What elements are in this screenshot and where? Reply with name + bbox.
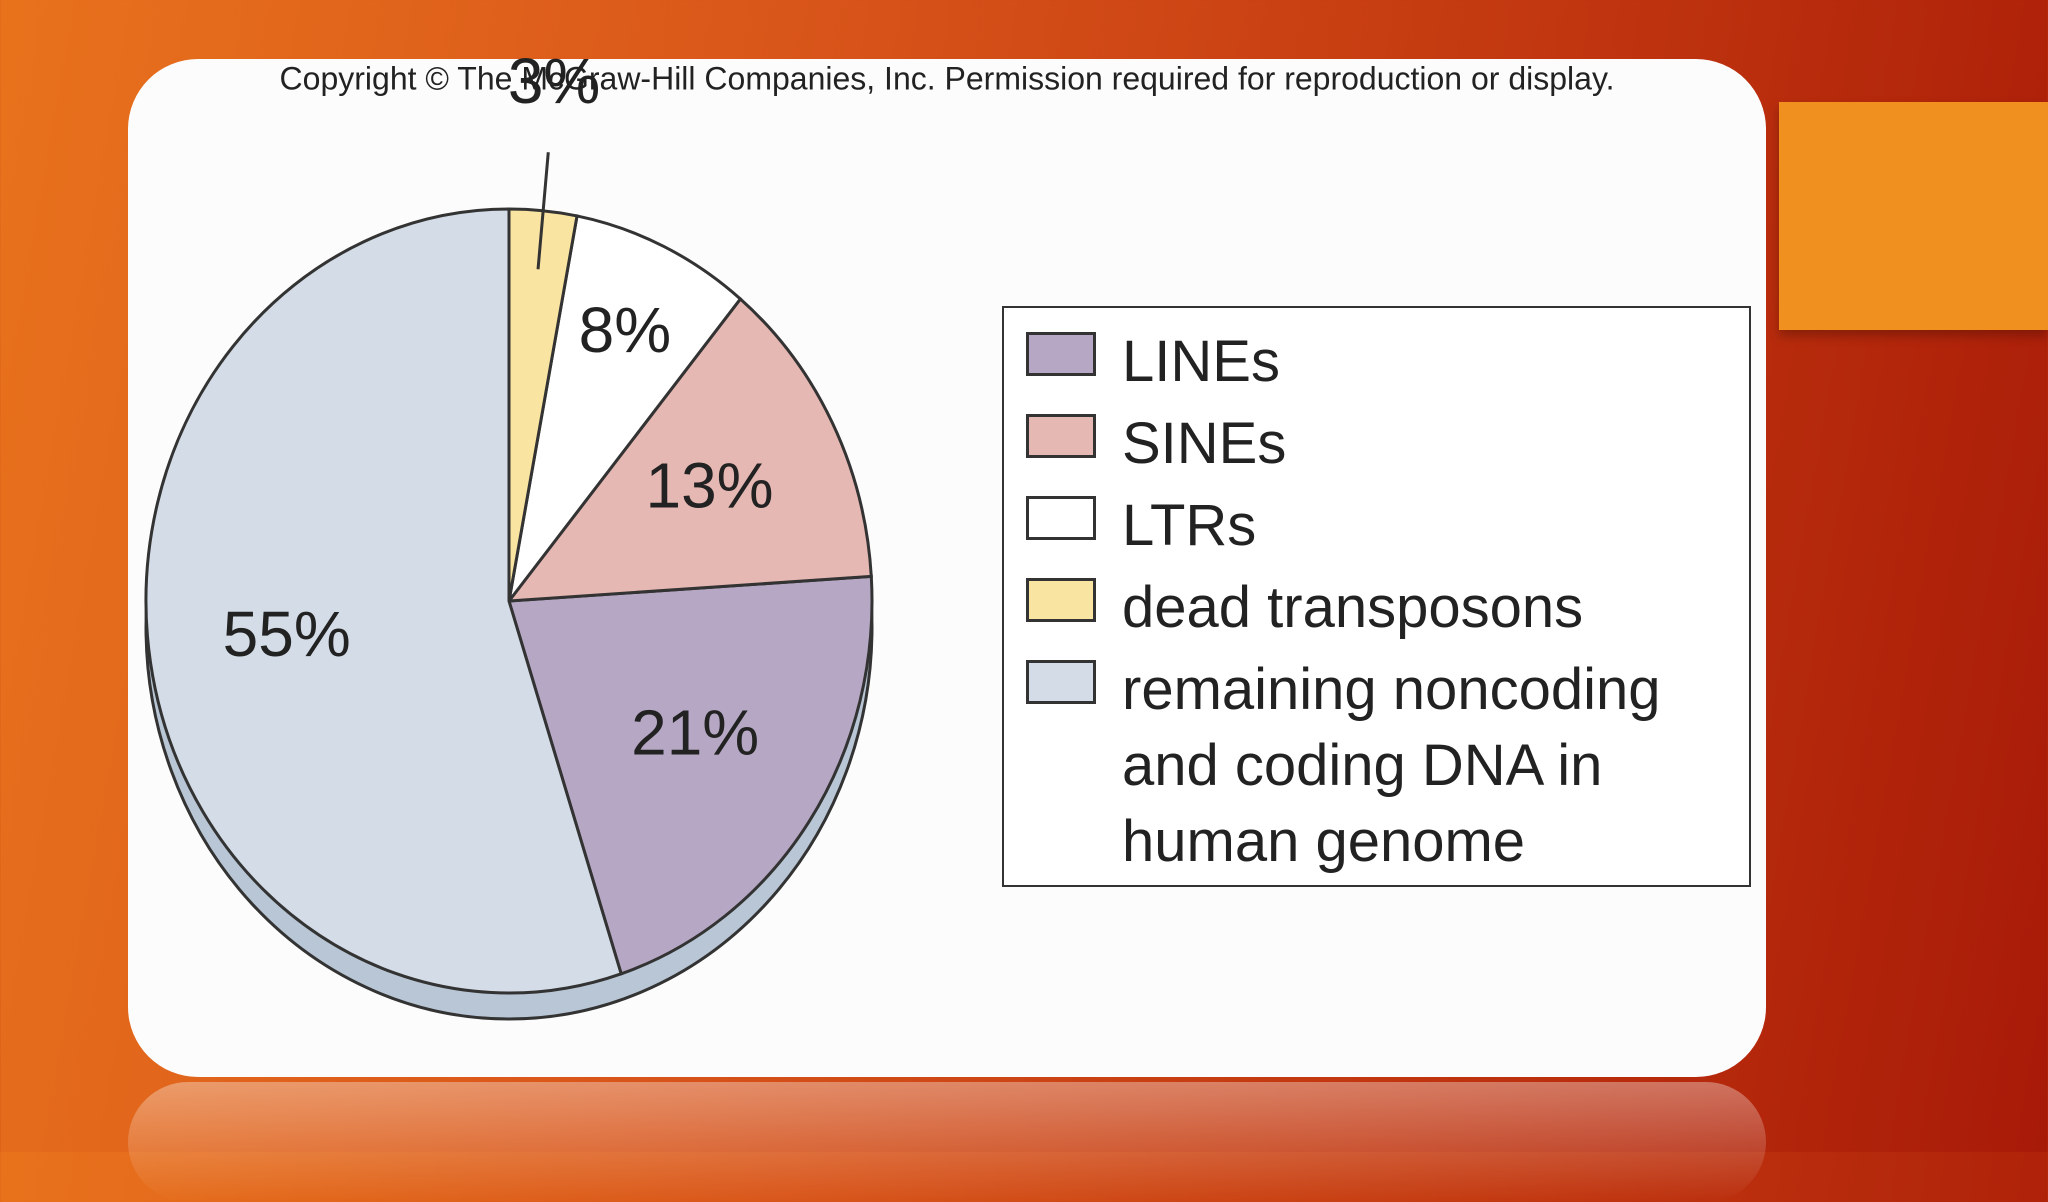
- leader-line: [536, 152, 550, 270]
- legend-item: LINEs: [1026, 324, 1749, 400]
- data-label: 55%: [223, 598, 351, 670]
- legend-swatch: [1026, 332, 1096, 376]
- accent-box: [1779, 102, 2048, 330]
- copyright: Copyright © The McGraw-Hill Companies, I…: [280, 60, 1615, 96]
- legend-label: dead transposons: [1122, 575, 1584, 640]
- legend-item: LTRs: [1026, 488, 1749, 564]
- data-label: 21%: [631, 697, 759, 769]
- legend-label: LINEs: [1122, 329, 1280, 394]
- legend-item: dead transposons: [1026, 570, 1749, 646]
- pie-slice: [507, 214, 743, 602]
- legend-item: remaining noncoding and coding DNA in hu…: [1026, 652, 1749, 880]
- legend-label: SINEs: [1122, 411, 1287, 476]
- legend-label: LTRs: [1122, 493, 1257, 558]
- legend-label: remaining noncoding and coding DNA in hu…: [1122, 657, 1661, 874]
- data-label: 8%: [579, 294, 672, 366]
- legend-swatch: [1026, 660, 1096, 704]
- pie-slice: [505, 296, 873, 603]
- legend-swatch: [1026, 578, 1096, 622]
- legend-swatch: [1026, 496, 1096, 540]
- data-label: 13%: [645, 450, 773, 522]
- pie-slice: [507, 574, 874, 976]
- legend-item: SINEs: [1026, 406, 1749, 482]
- legend: LINEs SINEs LTRs dead transposons remaining …: [1002, 306, 1751, 887]
- pie-slice: [144, 207, 624, 995]
- data-label: 3%: [508, 45, 601, 117]
- legend-swatch: [1026, 414, 1096, 458]
- chart: Copyright © The McGraw-Hill Companies, I…: [144, 45, 1615, 1021]
